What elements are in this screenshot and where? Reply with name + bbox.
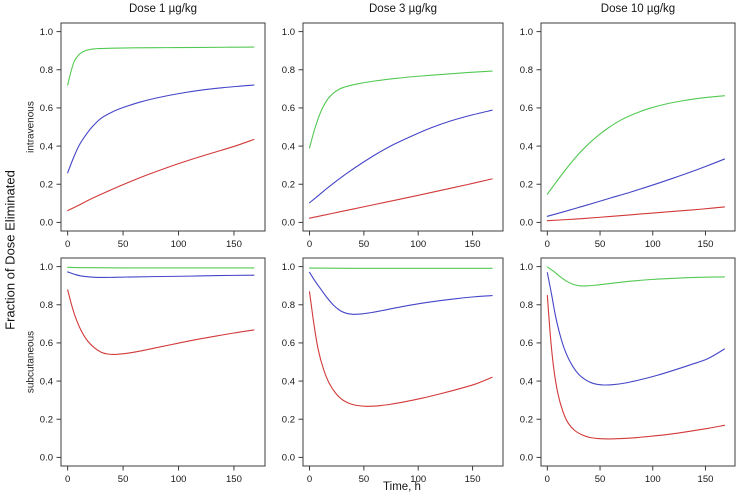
x-tick-label: 100	[645, 474, 661, 485]
y-tick-label: 1.0	[40, 262, 53, 273]
panel-frame	[60, 22, 266, 232]
y-tick-label: 0.4	[40, 376, 53, 387]
x-tick-label: 50	[595, 239, 606, 250]
y-tick-label: 0.4	[520, 376, 533, 387]
green-curve	[546, 95, 726, 195]
y-tick-label: 1.0	[282, 27, 295, 38]
y-tick-label: 0.6	[520, 103, 533, 114]
y-tick-label: 0.2	[282, 179, 295, 190]
y-tick-label: 0.8	[282, 300, 295, 311]
x-tick-label: 50	[359, 239, 370, 250]
blue-curve	[546, 272, 726, 386]
y-tick-label: 0.8	[520, 300, 533, 311]
x-tick-label: 150	[698, 474, 714, 485]
x-tick-label: 0	[65, 239, 70, 250]
y-tick-label: 0.6	[40, 338, 53, 349]
y-tick-label: 0.0	[520, 453, 533, 464]
x-tick-label: 50	[118, 474, 129, 485]
red-curve	[546, 206, 726, 222]
red-curve	[308, 178, 493, 219]
blue-curve	[67, 84, 255, 174]
y-tick-label: 0.0	[520, 218, 533, 229]
y-tick-label: 0.0	[282, 453, 295, 464]
panel-svg-iv-dose3: 0.0 0.2 0.4 0.6 0.8 1.0 0 50 100 150	[282, 22, 504, 250]
y-tick-label: 0.4	[40, 141, 53, 152]
red-curve	[308, 291, 493, 407]
blue-curve	[308, 271, 493, 315]
panel-frame	[540, 22, 736, 232]
y-tick-label: 0.4	[282, 376, 295, 387]
y-tick-label: 0.8	[40, 65, 53, 76]
y-tick-label: 0.8	[282, 65, 295, 76]
x-tick-label: 150	[465, 239, 481, 250]
y-tick-label: 0.6	[282, 338, 295, 349]
x-tick-label: 0	[545, 474, 550, 485]
y-tick-label: 0.4	[282, 141, 295, 152]
y-tick-label: 0.2	[40, 179, 53, 190]
y-tick-label: 1.0	[40, 27, 53, 38]
panel-svg-sc-dose3: 0.0 0.2 0.4 0.6 0.8 1.0 0 50 100 150	[282, 257, 504, 485]
red-curve	[546, 295, 726, 440]
x-tick-label: 0	[65, 474, 70, 485]
x-tick-label: 150	[226, 239, 242, 250]
y-tick-label: 0.2	[282, 414, 295, 425]
panel-frame	[540, 257, 736, 467]
x-tick-label: 150	[698, 239, 714, 250]
y-tick-label: 0.6	[520, 338, 533, 349]
panel-svg-sc-dose1: 0.0 0.2 0.4 0.6 0.8 1.0 0 50 100 150	[40, 257, 266, 485]
blue-curve	[67, 271, 255, 279]
x-tick-label: 50	[118, 239, 129, 250]
y-tick-label: 0.0	[40, 218, 53, 229]
blue-curve	[546, 158, 726, 217]
x-tick-label: 150	[465, 474, 481, 485]
green-curve	[67, 46, 255, 86]
x-tick-label: 100	[410, 474, 426, 485]
panel-title-dose-1: Dose 1 µg/kg	[129, 3, 197, 15]
red-curve	[67, 289, 255, 355]
y-tick-label: 0.2	[520, 179, 533, 190]
y-tick-label: 0.8	[520, 65, 533, 76]
y-tick-label: 0.0	[40, 453, 53, 464]
panel-frame	[302, 22, 504, 232]
x-tick-label: 100	[410, 239, 426, 250]
y-tick-label: 1.0	[520, 27, 533, 38]
y-tick-label: 0.8	[40, 300, 53, 311]
red-curve	[67, 138, 255, 212]
green-curve	[546, 266, 726, 287]
panel-frame	[302, 257, 504, 467]
panel-title-dose-3: Dose 3 µg/kg	[369, 3, 437, 15]
green-curve	[308, 70, 493, 149]
y-tick-label: 1.0	[282, 262, 295, 273]
green-curve	[67, 266, 255, 269]
panel-title-dose-10: Dose 10 µg/kg	[600, 3, 676, 15]
x-tick-label: 0	[307, 239, 312, 250]
panel-svg-iv-dose1: 0.0 0.2 0.4 0.6 0.8 1.0 0 50 100 150	[40, 22, 266, 250]
panel-frame	[60, 257, 266, 467]
y-axis-label: Fraction of Dose Eliminated	[2, 170, 18, 330]
x-tick-label: 100	[645, 239, 661, 250]
y-tick-label: 0.0	[282, 218, 295, 229]
x-tick-label: 0	[307, 474, 312, 485]
x-tick-label: 100	[171, 474, 187, 485]
y-tick-label: 0.6	[282, 103, 295, 114]
panel-svg-iv-dose10: 0.0 0.2 0.4 0.6 0.8 1.0 0 50 100 150	[520, 22, 736, 250]
x-tick-label: 0	[545, 239, 550, 250]
x-axis-label: Time, h	[383, 481, 421, 493]
y-tick-label: 0.2	[40, 414, 53, 425]
x-tick-label: 50	[359, 474, 370, 485]
x-tick-label: 50	[595, 474, 606, 485]
x-tick-label: 150	[226, 474, 242, 485]
y-tick-label: 1.0	[520, 262, 533, 273]
y-tick-label: 0.2	[520, 414, 533, 425]
y-tick-label: 0.4	[520, 141, 533, 152]
blue-curve	[308, 109, 493, 204]
y-tick-label: 0.6	[40, 103, 53, 114]
x-tick-label: 100	[171, 239, 187, 250]
panel-svg-sc-dose10: 0.0 0.2 0.4 0.6 0.8 1.0 0 50 100 150	[520, 257, 736, 485]
